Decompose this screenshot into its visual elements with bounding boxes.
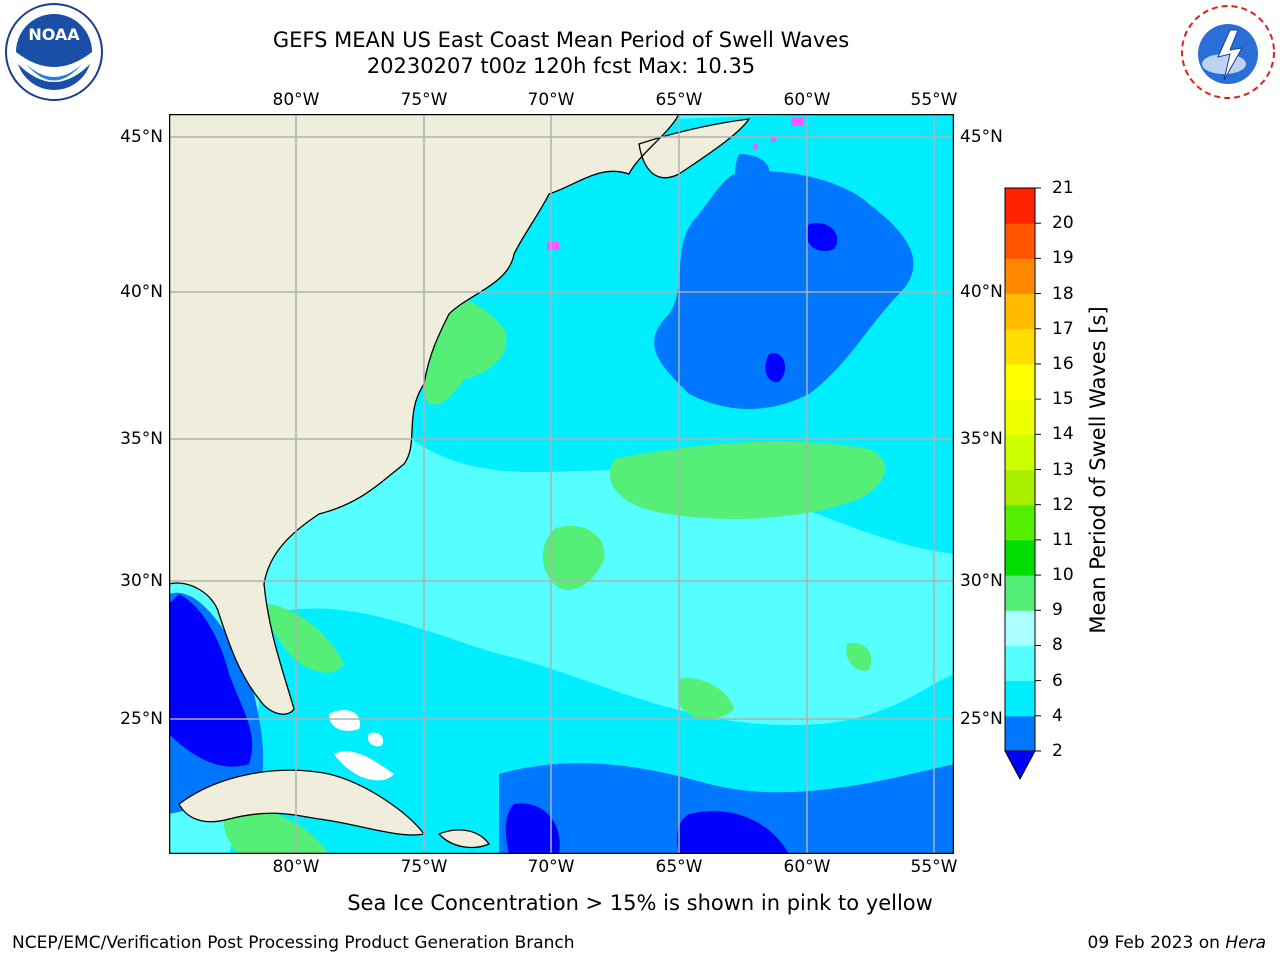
swell-zone-2-4: [765, 353, 786, 383]
lat-label-left: 30°N: [120, 571, 163, 591]
nws-logo: [1180, 4, 1276, 100]
nova-scotia-land: [639, 119, 749, 178]
colorbar: [1004, 187, 1041, 781]
swell-zone-9-10: [542, 525, 605, 590]
swell-zone-2-4: [806, 223, 838, 252]
sea-ice-pixel: [753, 144, 758, 150]
swell-period-map: [169, 114, 954, 854]
graticule: [169, 114, 954, 854]
colorbar-tick-label: 4: [1052, 705, 1063, 726]
lat-label-left: 45°N: [120, 127, 163, 147]
swell-zone-2-4: [505, 803, 560, 854]
sea-ice-pixel: [547, 242, 559, 250]
lon-label-top: 60°W: [783, 90, 831, 110]
colorbar-tick-label: 11: [1052, 529, 1074, 550]
sea-ice-caption: Sea Ice Concentration > 15% is shown in …: [347, 891, 933, 915]
colorbar-tick-label: 8: [1052, 635, 1063, 656]
footer-date: 09 Feb 2023 on Hera: [1088, 933, 1266, 953]
swell-zone-4-6: [499, 763, 954, 854]
colorbar-tick-label: 15: [1052, 389, 1074, 410]
map-frame: [169, 114, 954, 854]
chart-title: GEFS MEAN US East Coast Mean Period of S…: [272, 28, 850, 52]
colorbar-segment: [1005, 399, 1035, 435]
svg-text:NOAA: NOAA: [28, 25, 80, 44]
lon-label-bottom: 75°W: [400, 857, 448, 877]
swell-zone-9-10: [223, 808, 329, 854]
colorbar-tick-label: 6: [1052, 670, 1063, 691]
lon-label-bottom: 65°W: [655, 857, 703, 877]
colorbar-tick-label: 9: [1052, 600, 1063, 621]
colorbar-tick-label: 14: [1052, 424, 1074, 445]
colorbar-tick-label: 10: [1052, 565, 1074, 586]
lat-label-left: 40°N: [120, 282, 163, 302]
lon-label-top: 70°W: [527, 90, 575, 110]
coastline: [437, 829, 490, 849]
swell-zone-9-10: [846, 643, 872, 671]
bahamas-mask: [329, 709, 360, 731]
lon-label-top: 75°W: [400, 90, 448, 110]
colorbar-segment: [1005, 293, 1035, 330]
swell-zone-2-4: [169, 594, 253, 767]
swell-zone-9-10: [267, 604, 344, 673]
colorbar-tick-label: 13: [1052, 459, 1074, 480]
colorbar-segment: [1005, 610, 1035, 646]
colorbar-tick-label: 21: [1052, 178, 1074, 198]
colorbar-segment: [1005, 715, 1035, 752]
bahamas-mask: [334, 751, 394, 781]
sea-ice-pixel: [791, 118, 803, 126]
lon-label-top: 80°W: [272, 90, 320, 110]
colorbar-tick-label: 16: [1052, 353, 1074, 374]
colorbar-segment: [1005, 469, 1035, 506]
swell-zone-9-10: [679, 678, 734, 720]
lat-label-right: 40°N: [960, 282, 1003, 302]
bahamas-mask: [367, 732, 384, 747]
coastline: [169, 114, 680, 715]
footer-credit: NCEP/EMC/Verification Post Processing Pr…: [12, 933, 575, 953]
swell-zone-2-4: [677, 810, 789, 854]
lat-label-right: 30°N: [960, 571, 1003, 591]
coastline: [178, 769, 426, 836]
lat-label-right: 45°N: [960, 127, 1003, 147]
lon-label-top: 55°W: [910, 90, 958, 110]
noaa-logo: NOAA: [5, 3, 103, 101]
colorbar-tick-label: 18: [1052, 283, 1074, 304]
footer-date-text: 09 Feb 2023 on: [1087, 933, 1220, 953]
colorbar-tick-label: 20: [1052, 213, 1074, 234]
colorbar-segment: [1005, 188, 1035, 224]
lon-label-bottom: 60°W: [783, 857, 831, 877]
colorbar-segment: [1005, 645, 1035, 682]
swell-zone-4-6: [654, 171, 914, 409]
lat-label-right: 25°N: [960, 709, 1003, 729]
lon-label-top: 65°W: [655, 90, 703, 110]
colorbar-segment: [1005, 539, 1035, 576]
lon-label-bottom: 70°W: [527, 857, 575, 877]
colorbar-segment: [1005, 680, 1035, 717]
lat-label-left: 35°N: [120, 429, 163, 449]
footer-machine: Hera: [1225, 933, 1266, 953]
colorbar-tick-label: 19: [1052, 248, 1074, 269]
colorbar-under-arrow: [1004, 750, 1036, 781]
lon-label-bottom: 55°W: [910, 857, 958, 877]
sea-ice-pixel: [771, 136, 776, 142]
chart-subtitle: 20230207 t00z 120h fcst Max: 10.35: [366, 54, 756, 78]
colorbar-segment: [1005, 434, 1035, 470]
colorbar-label: Mean Period of Swell Waves [s]: [1086, 306, 1110, 634]
swell-zone-4-6: [735, 154, 770, 190]
cuba-land: [179, 770, 424, 836]
colorbar-segment: [1005, 223, 1035, 259]
colorbar-segment: [1005, 328, 1035, 365]
colorbar-tick-label: 12: [1052, 494, 1074, 515]
coastline: [638, 118, 751, 179]
colorbar-tick-label: 17: [1052, 318, 1074, 339]
colorbar-tick-label: 2: [1052, 741, 1063, 761]
colorbar-segment: [1005, 258, 1035, 295]
lat-label-right: 35°N: [960, 429, 1003, 449]
lon-label-bottom: 80°W: [272, 857, 320, 877]
colorbar-segment: [1005, 504, 1035, 541]
lat-label-left: 25°N: [120, 709, 163, 729]
colorbar-segment: [1005, 575, 1035, 611]
colorbar-segment: [1005, 363, 1035, 400]
